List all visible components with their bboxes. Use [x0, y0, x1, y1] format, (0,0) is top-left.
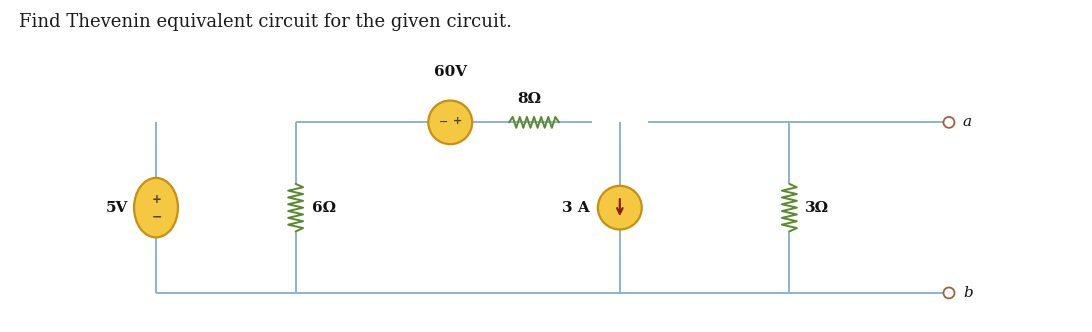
Text: −: −: [152, 210, 163, 223]
Text: 6Ω: 6Ω: [311, 201, 335, 215]
Text: 5V: 5V: [106, 201, 128, 215]
Circle shape: [428, 101, 472, 144]
Circle shape: [943, 288, 954, 298]
Text: −: −: [439, 117, 448, 126]
Text: a: a: [963, 115, 972, 129]
Text: 60V: 60V: [434, 65, 466, 79]
Text: 3Ω: 3Ω: [805, 201, 829, 215]
Ellipse shape: [134, 178, 178, 237]
Text: 3 A: 3 A: [562, 201, 590, 215]
Text: +: +: [152, 193, 162, 206]
Text: 8Ω: 8Ω: [517, 92, 541, 106]
Circle shape: [943, 117, 954, 128]
Text: Find Thevenin equivalent circuit for the given circuit.: Find Thevenin equivalent circuit for the…: [20, 13, 512, 31]
Text: +: +: [452, 117, 462, 126]
Circle shape: [597, 186, 642, 229]
Text: b: b: [963, 286, 973, 300]
